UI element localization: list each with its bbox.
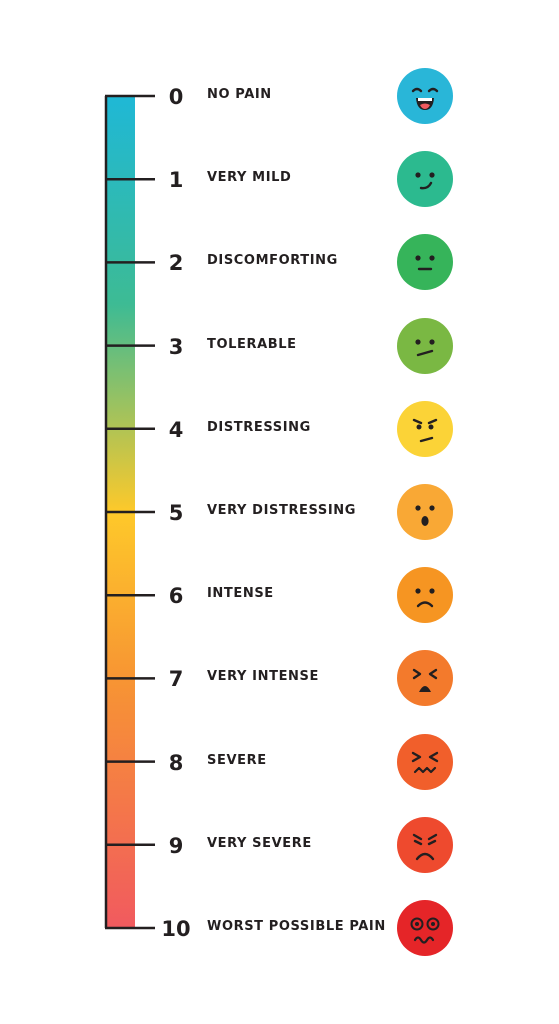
face-feature (416, 601, 434, 608)
face-feature (428, 669, 438, 680)
level-number: 2 (168, 251, 184, 276)
face-eye (429, 255, 435, 261)
level-label: DISCOMFORTING (207, 253, 338, 269)
face-feature (427, 839, 437, 845)
anguished-face-icon (397, 650, 453, 707)
level-label: VERY INTENSE (207, 669, 319, 685)
face-eye (429, 588, 435, 594)
surprised-face-icon (397, 484, 453, 540)
face-eye (415, 338, 421, 345)
level-label: INTENSE (207, 586, 274, 602)
level-label: VERY DISTRESSING (207, 503, 357, 518)
face-circle (397, 68, 453, 124)
face-circle (397, 650, 453, 707)
face-eye (429, 172, 435, 178)
face-feature (411, 751, 422, 762)
face-circle (397, 151, 453, 208)
face-eye (429, 338, 435, 345)
level-number: 3 (168, 334, 184, 359)
level-number: 10 (161, 917, 191, 941)
slight-smile-face-icon (397, 151, 453, 208)
level-number: 6 (168, 584, 184, 609)
level-number: 5 (168, 501, 184, 525)
face-circle (397, 567, 453, 624)
face-feature (427, 87, 439, 93)
face-circle (397, 317, 453, 374)
unsure-face-icon (397, 317, 453, 374)
level-label: TOLERABLE (207, 336, 297, 352)
face-feature (412, 669, 422, 680)
level-number: 4 (168, 417, 184, 442)
face-eye (415, 922, 419, 926)
face-eye (431, 922, 435, 926)
face-eye (416, 424, 422, 430)
face-eye (429, 505, 435, 511)
face-feature (416, 349, 434, 356)
face-feature (413, 936, 435, 944)
level-label: NO PAIN (207, 87, 272, 102)
face-feature (412, 418, 423, 424)
level-label: DISTRESSING (207, 419, 311, 435)
annoyed-face-icon (397, 400, 453, 457)
face-mouth (419, 686, 431, 693)
face-feature (415, 852, 435, 860)
face-circle (397, 234, 453, 291)
face-feature (413, 766, 437, 773)
face-eye (415, 172, 421, 178)
face-feature (427, 418, 438, 424)
angry-face-icon (397, 816, 453, 873)
face-teeth (418, 98, 432, 101)
face-eye (426, 917, 440, 931)
face-feature (419, 436, 434, 442)
face-eye (415, 588, 421, 594)
level-number: 1 (168, 168, 184, 193)
level-number: 0 (168, 85, 184, 109)
face-feature (428, 751, 439, 762)
face-circle (397, 816, 453, 873)
frowning-face-icon (397, 567, 453, 624)
face-circle (397, 733, 453, 790)
face-feature (427, 833, 438, 840)
face-eye (415, 505, 421, 511)
face-circle (397, 400, 453, 457)
level-number: 7 (168, 667, 184, 692)
dizzy-pain-face-icon (397, 900, 453, 956)
grimacing-face-icon (397, 733, 453, 790)
face-eye (410, 917, 424, 931)
face-eye (428, 424, 434, 430)
grinning-face-icon (397, 68, 453, 124)
level-label: VERY MILD (207, 170, 292, 186)
face-eye (415, 255, 421, 261)
level-number: 9 (168, 833, 184, 858)
level-number: 8 (168, 750, 184, 775)
face-feature (413, 839, 423, 845)
level-label: SEVERE (207, 752, 267, 768)
face-tongue (420, 103, 430, 109)
level-label: WORST POSSIBLE PAIN (207, 919, 386, 934)
face-mouth (421, 516, 429, 526)
face-feature (412, 833, 423, 840)
face-feature (411, 87, 423, 93)
face-circle (397, 484, 453, 540)
face-circle (397, 900, 453, 956)
level-label: VERY SEVERE (207, 835, 312, 851)
face-feature (419, 181, 433, 190)
neutral-face-icon (397, 234, 453, 291)
